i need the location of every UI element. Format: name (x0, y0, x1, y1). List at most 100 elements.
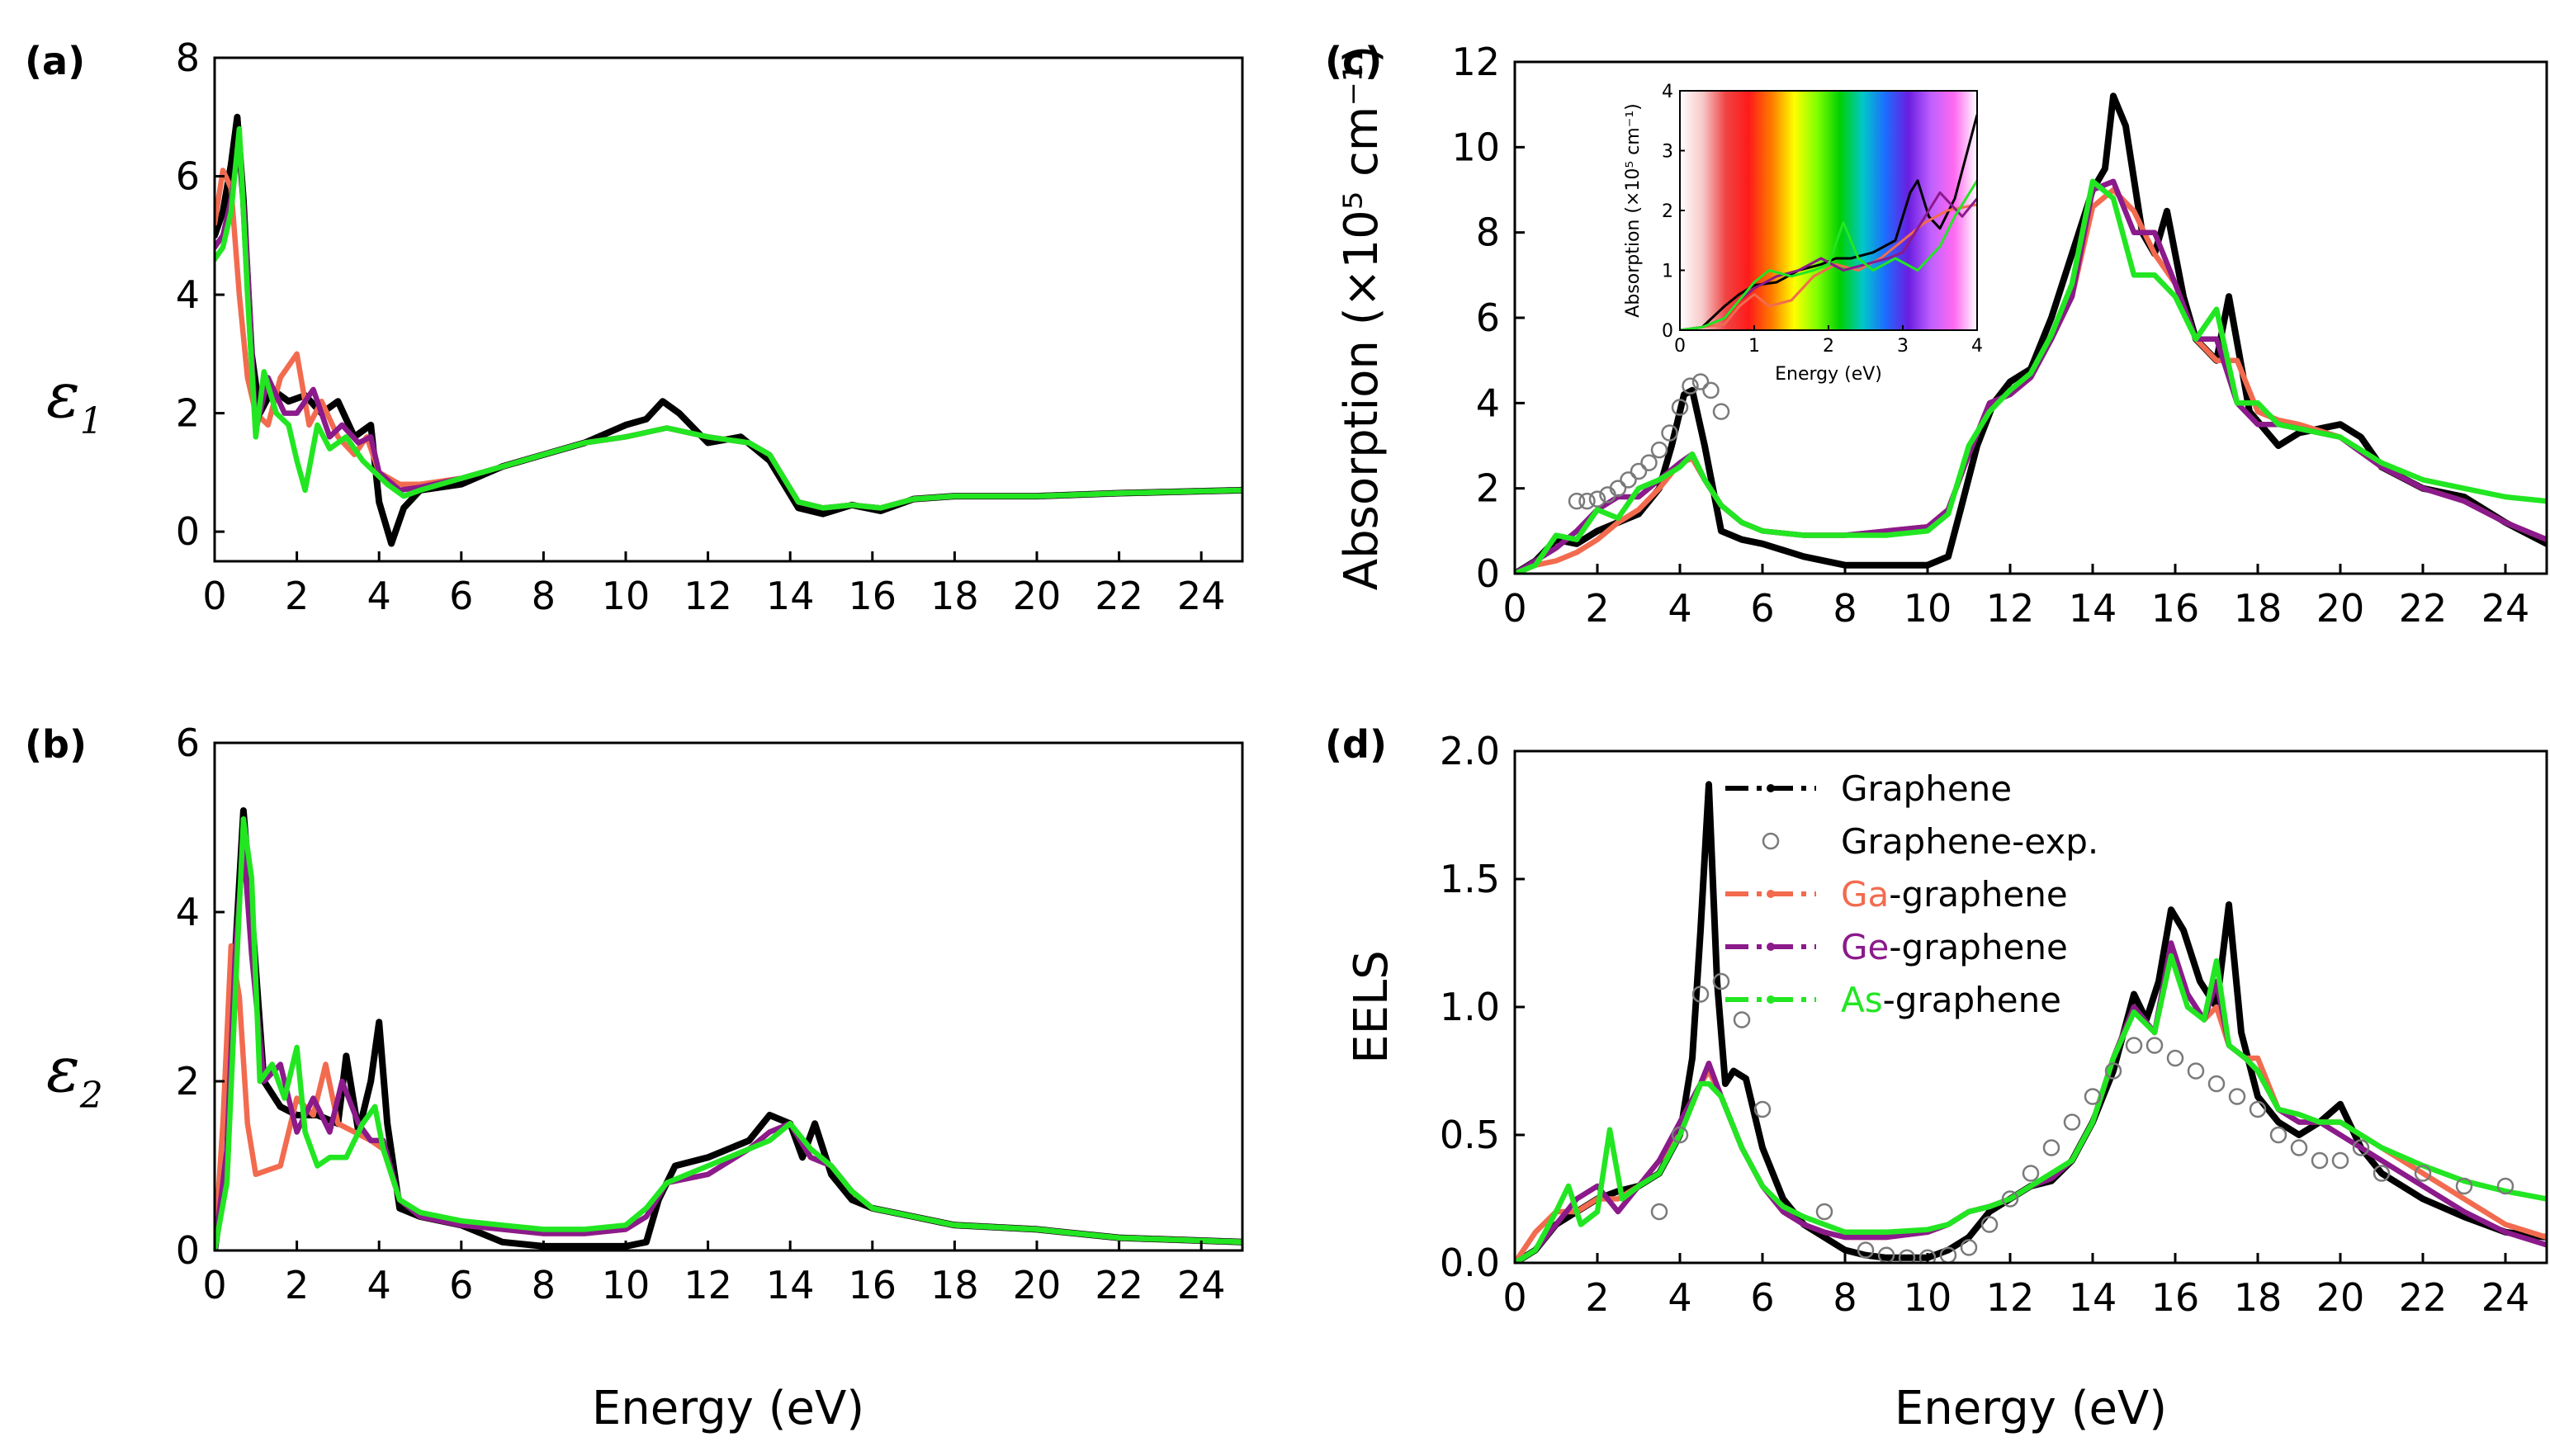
y-tick-label-c-0: 0 (1476, 551, 1500, 596)
legend-label-suffix: -graphene (1883, 980, 2061, 1020)
x-tick-label-b-6: 6 (449, 1263, 473, 1307)
exp-point (1661, 424, 1678, 442)
x-tick-label-c-20: 20 (2316, 586, 2365, 631)
y-tick-label-d-3: 1.5 (1440, 857, 1500, 901)
exp-point (2414, 1165, 2432, 1182)
inset-spectrum (1680, 91, 1977, 330)
legend-label-suffix: Graphene (1841, 768, 2012, 809)
x-tick-label-c-22: 22 (2399, 586, 2448, 631)
legend-label-suffix: Graphene-exp. (1841, 821, 2098, 862)
legend-item-ge-graphene: Ge-graphene (1725, 927, 2068, 967)
inset-x-tick-label-3: 3 (1897, 336, 1909, 357)
exp-point (1898, 1249, 1916, 1263)
y-tick-label-d-1: 0.5 (1440, 1113, 1500, 1157)
x-tick-label-d-2: 2 (1585, 1275, 1609, 1320)
legend-item-as-graphene: As-graphene (1725, 980, 2061, 1020)
series-line-d-as-graphene (1515, 953, 2547, 1263)
exp-point (1650, 1203, 1668, 1221)
x-tick-label-b-10: 10 (602, 1263, 651, 1307)
x-tick-label-b-20: 20 (1013, 1263, 1062, 1307)
y-tick-label-a-4: 8 (176, 35, 200, 80)
series-d-graphene-exp (1650, 972, 2515, 1263)
exp-point (1630, 462, 1648, 480)
x-tick-label-c-10: 10 (1904, 586, 1952, 631)
inset-y-tick-label-2: 2 (1662, 201, 1673, 222)
legend-item-ga-graphene: Ga-graphene (1725, 874, 2068, 915)
exp-point (2228, 1088, 2246, 1105)
x-tick-label-a-22: 22 (1095, 574, 1143, 618)
plot-frame-a (213, 56, 1244, 563)
exp-point (2290, 1139, 2308, 1156)
ylabel-b: ε2 (46, 1033, 103, 1117)
exp-point (2311, 1151, 2329, 1170)
y-tick-label-a-3: 6 (176, 154, 200, 199)
legend-label: Ga-graphene (1841, 874, 2068, 915)
plot-frame-b (213, 741, 1244, 1252)
inset-x-tick-label-0: 0 (1674, 336, 1686, 357)
inset-y-tick-label-3: 3 (1662, 142, 1673, 163)
series-line-c-ge-graphene (1515, 178, 2547, 574)
x-tick-label-a-10: 10 (602, 574, 651, 618)
x-tick-label-c-4: 4 (1668, 586, 1691, 631)
y-tick-label-a-2: 4 (176, 272, 200, 317)
x-tick-label-a-2: 2 (285, 574, 309, 618)
exp-point (1960, 1239, 1978, 1256)
series-c-graphene-exp (1568, 373, 1730, 510)
legend-label-prefix: As (1841, 980, 1883, 1020)
series-line-c-ga-graphene (1515, 187, 2547, 574)
x-tick-label-b-2: 2 (285, 1263, 309, 1307)
ylabel-d: EELS (1345, 950, 1398, 1064)
x-tick-label-c-2: 2 (1585, 586, 1609, 631)
xlabel-right: Energy (eV) (1895, 1382, 2167, 1435)
x-tick-label-b-0: 0 (202, 1263, 226, 1307)
inset-y-tick-label-0: 0 (1662, 321, 1673, 342)
x-tick-label-a-18: 18 (930, 574, 979, 618)
exp-point (1815, 1203, 1833, 1221)
inset-x-tick-label-4: 4 (1971, 336, 1983, 357)
x-tick-label-b-4: 4 (367, 1263, 391, 1307)
series-line-c-as-graphene (1515, 178, 2547, 574)
y-tick-label-b-0: 0 (176, 1228, 200, 1273)
exp-point (1712, 972, 1730, 990)
series-line-b-ge-graphene (215, 841, 1242, 1250)
x-tick-label-c-6: 6 (1750, 586, 1774, 631)
exp-point (2269, 1126, 2287, 1144)
exp-point (2207, 1075, 2226, 1093)
x-tick-label-a-20: 20 (1013, 574, 1062, 618)
y-tick-label-c-6: 12 (1451, 40, 1500, 84)
legend-label: Graphene (1841, 768, 2012, 809)
x-tick-label-d-4: 4 (1668, 1275, 1691, 1320)
series-line-b-graphene (215, 807, 1242, 1250)
x-tick-label-d-14: 14 (2069, 1275, 2117, 1320)
exp-point (2104, 1062, 2122, 1080)
x-tick-label-c-16: 16 (2151, 586, 2200, 631)
x-tick-label-d-22: 22 (2399, 1275, 2448, 1320)
exp-point (2125, 1037, 2143, 1054)
legend-label: Ge-graphene (1841, 927, 2068, 967)
x-tick-label-d-24: 24 (2481, 1275, 2530, 1320)
legend-item-graphene: Graphene (1725, 768, 2012, 809)
legend-marker-dot (1767, 784, 1775, 792)
exp-point (1671, 1126, 1689, 1144)
exp-point (1691, 373, 1710, 390)
xlabel-left: Energy (eV) (592, 1382, 864, 1435)
y-tick-label-d-4: 2.0 (1440, 729, 1500, 773)
x-tick-label-b-22: 22 (1095, 1263, 1143, 1307)
x-tick-label-d-12: 12 (1986, 1275, 2035, 1320)
exp-point (2146, 1037, 2164, 1054)
legend-label-prefix: Ga (1841, 874, 1889, 915)
x-tick-label-b-18: 18 (930, 1263, 979, 1307)
exp-point (1620, 471, 1637, 489)
exp-point (2084, 1088, 2102, 1105)
series-line-a-ge-graphene (215, 138, 1242, 511)
y-tick-label-d-0: 0.0 (1440, 1241, 1500, 1285)
y-tick-label-c-4: 8 (1476, 210, 1500, 255)
exp-point (1691, 986, 1710, 1003)
legend-label-prefix: Ge (1841, 927, 1889, 967)
exp-point (1588, 490, 1606, 508)
x-tick-label-d-18: 18 (2234, 1275, 2283, 1320)
legend: GrapheneGraphene-exp.Ga-grapheneGe-graph… (1725, 768, 2098, 1020)
